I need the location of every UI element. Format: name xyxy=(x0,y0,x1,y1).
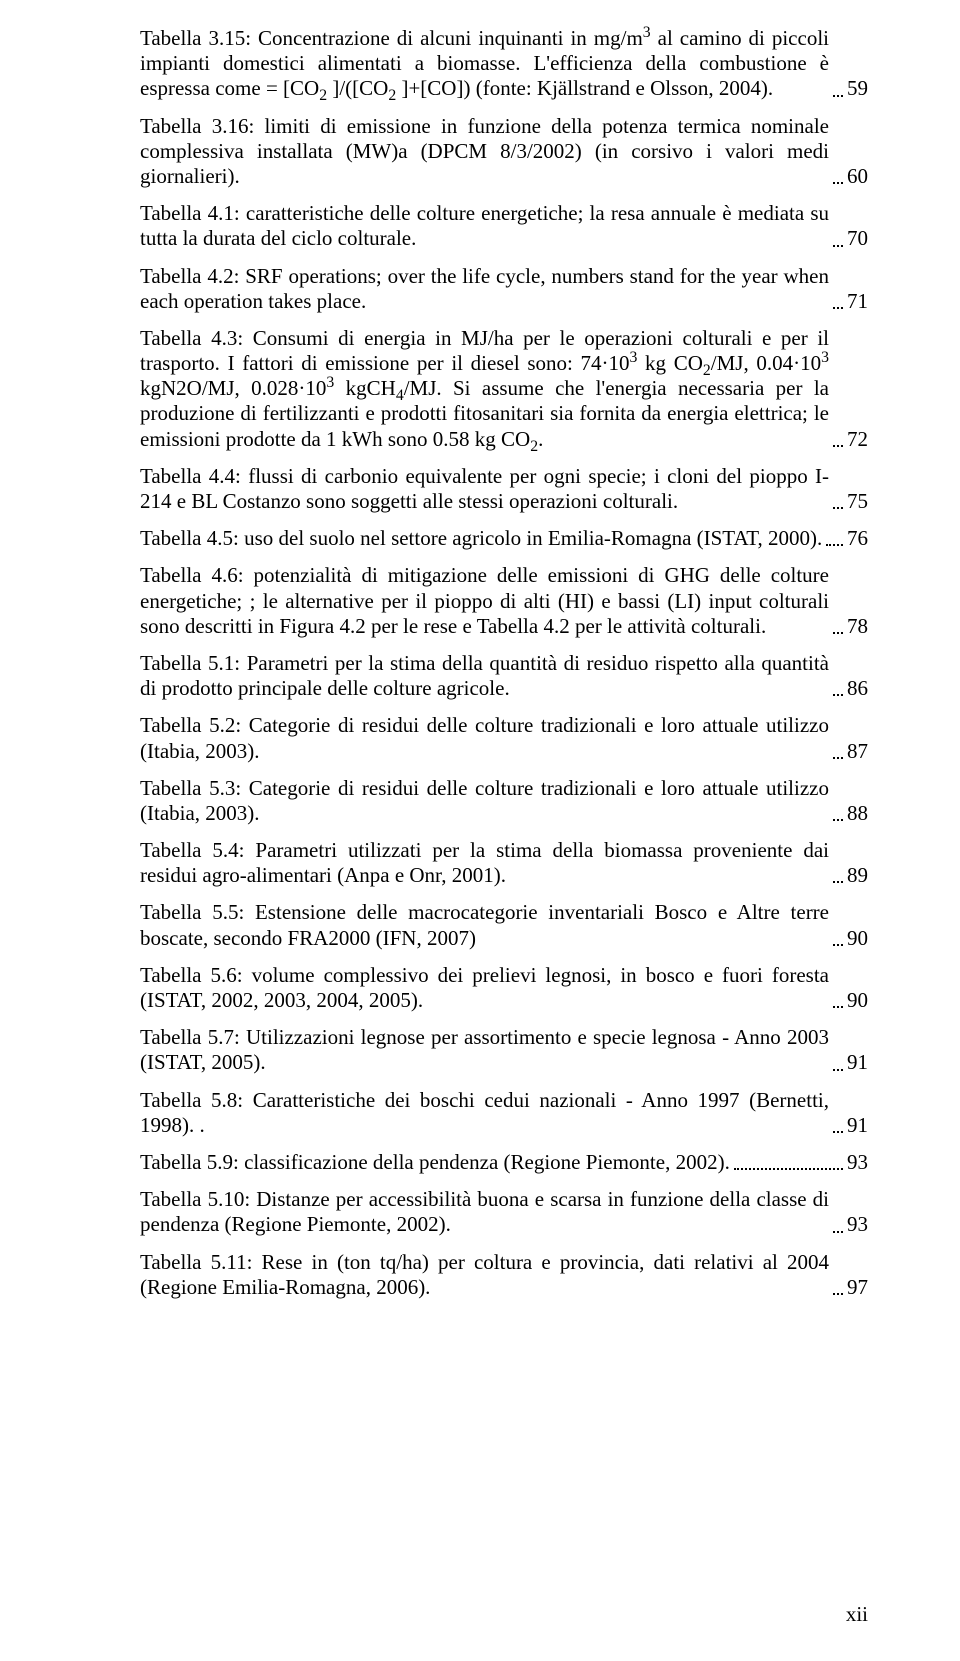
toc-entry-page: 91 xyxy=(847,1113,868,1138)
toc-entry-page: 60 xyxy=(847,164,868,189)
toc-leader-dots xyxy=(734,1167,843,1170)
toc-entry-page: 90 xyxy=(847,988,868,1013)
toc-entry-text: Tabella 5.8: Caratteristiche dei boschi … xyxy=(140,1088,829,1138)
toc-entry-page: 75 xyxy=(847,489,868,514)
document-page: Tabella 3.15: Concentrazione di alcuni i… xyxy=(0,0,960,1661)
toc-entry: Tabella 5.7: Utilizzazioni legnose per a… xyxy=(140,1025,868,1075)
toc-entry: Tabella 4.6: potenzialità di mitigazione… xyxy=(140,563,868,639)
toc-entry-text: Tabella 5.5: Estensione delle macrocateg… xyxy=(140,900,829,950)
toc-entry-text: Tabella 4.4: flussi di carbonio equivale… xyxy=(140,464,829,514)
toc-leader-dots xyxy=(833,631,843,634)
toc-entry-text: Tabella 5.10: Distanze per accessibilità… xyxy=(140,1187,829,1237)
toc-entry: Tabella 3.15: Concentrazione di alcuni i… xyxy=(140,26,868,102)
toc-entry-text: Tabella 5.11: Rese in (ton tq/ha) per co… xyxy=(140,1250,829,1300)
toc-entry-page: 97 xyxy=(847,1275,868,1300)
toc-entry-text: Tabella 5.2: Categorie di residui delle … xyxy=(140,713,829,763)
toc-entry-page: 70 xyxy=(847,226,868,251)
toc-entry-page: 88 xyxy=(847,801,868,826)
toc-leader-dots xyxy=(833,943,843,946)
toc-entry: Tabella 4.5: uso del suolo nel settore a… xyxy=(140,526,868,551)
toc-entry: Tabella 5.3: Categorie di residui delle … xyxy=(140,776,868,826)
toc-entry-page: 87 xyxy=(847,739,868,764)
toc-entry: Tabella 5.9: classificazione della pende… xyxy=(140,1150,868,1175)
toc-leader-dots xyxy=(826,543,843,546)
toc-entry-page: 93 xyxy=(847,1212,868,1237)
toc-entry-text: Tabella 5.4: Parametri utilizzati per la… xyxy=(140,838,829,888)
toc-entry-text: Tabella 4.1: caratteristiche delle coltu… xyxy=(140,201,829,251)
toc-entry-text: Tabella 5.6: volume complessivo dei prel… xyxy=(140,963,829,1013)
toc-entry-text: Tabella 4.5: uso del suolo nel settore a… xyxy=(140,526,822,551)
toc-leader-dots xyxy=(833,181,843,184)
toc-entry-page: 78 xyxy=(847,614,868,639)
toc-entry-text: Tabella 3.15: Concentrazione di alcuni i… xyxy=(140,26,829,102)
toc-leader-dots xyxy=(833,1005,843,1008)
toc-leader-dots xyxy=(833,756,843,759)
toc-entry: Tabella 4.1: caratteristiche delle coltu… xyxy=(140,201,868,251)
toc-leader-dots xyxy=(833,818,843,821)
toc-entry-page: 76 xyxy=(847,526,868,551)
toc-entry-page: 93 xyxy=(847,1150,868,1175)
toc-leader-dots xyxy=(833,444,843,447)
toc-entry-page: 90 xyxy=(847,926,868,951)
toc-leader-dots xyxy=(833,1292,843,1295)
toc-entry-page: 72 xyxy=(847,427,868,452)
toc-leader-dots xyxy=(833,94,843,97)
toc-entry-page: 59 xyxy=(847,76,868,101)
toc-entry-text: Tabella 4.6: potenzialità di mitigazione… xyxy=(140,563,829,639)
toc-entry: Tabella 3.16: limiti di emissione in fun… xyxy=(140,114,868,190)
toc-entry: Tabella 5.10: Distanze per accessibilità… xyxy=(140,1187,868,1237)
toc-entry: Tabella 5.1: Parametri per la stima dell… xyxy=(140,651,868,701)
toc-leader-dots xyxy=(833,1068,843,1071)
toc-entry-page: 71 xyxy=(847,289,868,314)
toc-entry: Tabella 5.2: Categorie di residui delle … xyxy=(140,713,868,763)
toc-entry: Tabella 4.3: Consumi di energia in MJ/ha… xyxy=(140,326,868,452)
toc-leader-dots xyxy=(833,244,843,247)
toc-entry-page: 91 xyxy=(847,1050,868,1075)
toc-entry-page: 86 xyxy=(847,676,868,701)
toc-entry-text: Tabella 3.16: limiti di emissione in fun… xyxy=(140,114,829,190)
toc-entry: Tabella 4.2: SRF operations; over the li… xyxy=(140,264,868,314)
toc-leader-dots xyxy=(833,880,843,883)
toc-entry: Tabella 5.8: Caratteristiche dei boschi … xyxy=(140,1088,868,1138)
toc-leader-dots xyxy=(833,506,843,509)
toc-leader-dots xyxy=(833,1130,843,1133)
toc-entry-page: 89 xyxy=(847,863,868,888)
toc-entry-text: Tabella 4.3: Consumi di energia in MJ/ha… xyxy=(140,326,829,452)
toc-entry-text: Tabella 5.9: classificazione della pende… xyxy=(140,1150,730,1175)
page-footer-number: xii xyxy=(846,1602,868,1627)
toc-entry: Tabella 4.4: flussi di carbonio equivale… xyxy=(140,464,868,514)
toc-leader-dots xyxy=(833,1230,843,1233)
toc-entry: Tabella 5.11: Rese in (ton tq/ha) per co… xyxy=(140,1250,868,1300)
toc-entry-text: Tabella 4.2: SRF operations; over the li… xyxy=(140,264,829,314)
toc-entry: Tabella 5.5: Estensione delle macrocateg… xyxy=(140,900,868,950)
toc-entry-text: Tabella 5.3: Categorie di residui delle … xyxy=(140,776,829,826)
toc-entry: Tabella 5.4: Parametri utilizzati per la… xyxy=(140,838,868,888)
toc-leader-dots xyxy=(833,693,843,696)
toc-entry-text: Tabella 5.1: Parametri per la stima dell… xyxy=(140,651,829,701)
toc-list: Tabella 3.15: Concentrazione di alcuni i… xyxy=(140,26,868,1300)
toc-leader-dots xyxy=(833,306,843,309)
toc-entry: Tabella 5.6: volume complessivo dei prel… xyxy=(140,963,868,1013)
toc-entry-text: Tabella 5.7: Utilizzazioni legnose per a… xyxy=(140,1025,829,1075)
